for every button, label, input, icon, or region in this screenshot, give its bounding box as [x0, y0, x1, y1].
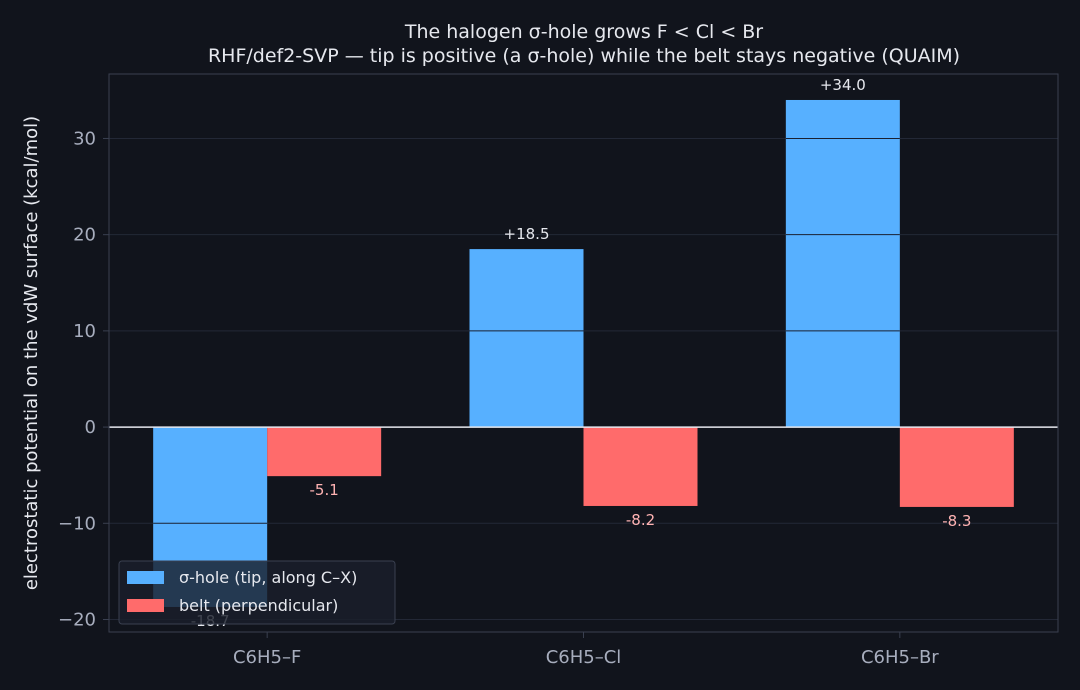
y-axis-label: electrostatic potential on the vdW surfa… — [21, 116, 42, 590]
y-tick-label: 30 — [73, 128, 96, 149]
bar-sigma-hole — [469, 249, 584, 428]
data-label: -5.1 — [310, 481, 339, 499]
bar-belt — [899, 427, 1014, 507]
chart-title: The halogen σ-hole grows F < Cl < Br — [404, 21, 763, 43]
bar-belt — [267, 427, 382, 477]
legend-label: belt (perpendicular) — [179, 596, 338, 615]
bar-belt — [583, 427, 698, 506]
legend-swatch — [127, 571, 164, 584]
legend-label: σ-hole (tip, along C–X) — [179, 568, 357, 587]
y-tick-label: 10 — [73, 321, 96, 342]
x-tick-label: C6H5–F — [233, 647, 301, 668]
legend: σ-hole (tip, along C–X) belt (perpendicul… — [118, 560, 396, 625]
x-tick-label: C6H5–Br — [861, 647, 939, 668]
data-label: -8.2 — [626, 511, 655, 529]
plot-area: −20−100102030-18.7-5.1C6H5–F+18.5-8.2C6H… — [58, 73, 1059, 668]
legend-box — [118, 560, 396, 625]
y-tick-label: 20 — [73, 225, 96, 246]
y-tick-label: −20 — [58, 609, 96, 630]
bar-sigma-hole — [785, 99, 900, 428]
y-tick-label: −10 — [58, 513, 96, 534]
data-label: +18.5 — [504, 225, 550, 243]
data-label: -8.3 — [942, 512, 971, 530]
data-label: +34.0 — [820, 76, 866, 94]
legend-swatch — [127, 599, 164, 612]
chart-subtitle: RHF/def2-SVP — tip is positive (a σ-hole… — [208, 45, 960, 67]
y-tick-label: 0 — [85, 417, 96, 438]
plot-frame — [108, 73, 1059, 633]
x-tick-label: C6H5–Cl — [546, 647, 622, 668]
